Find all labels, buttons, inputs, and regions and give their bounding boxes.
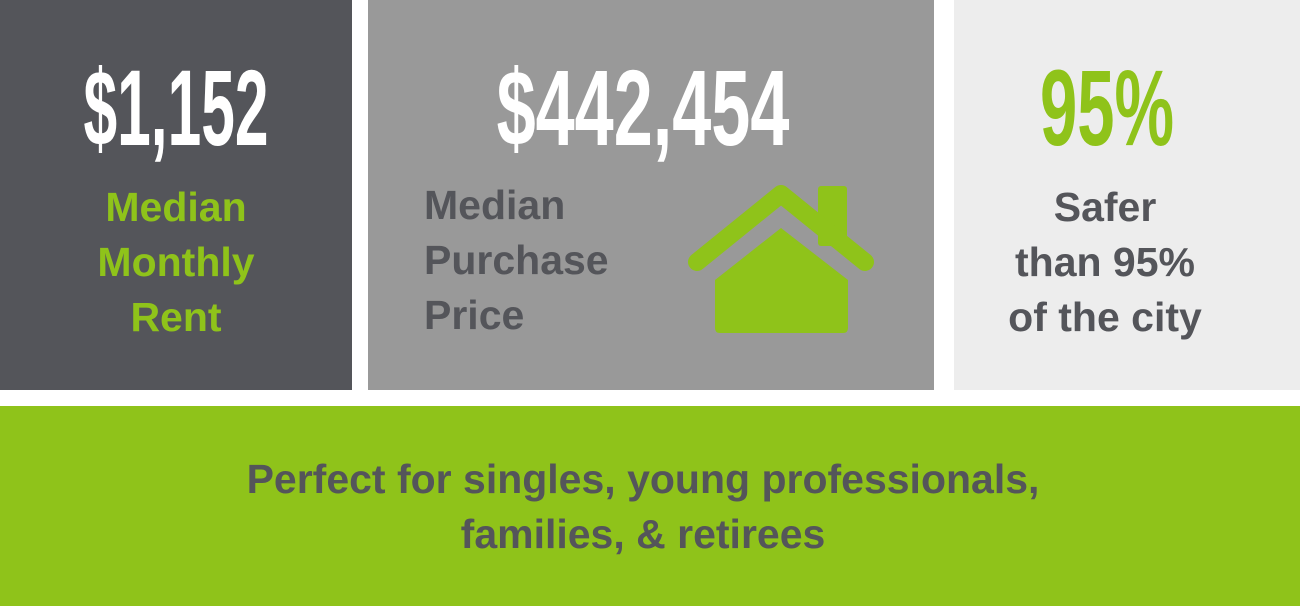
rent-value: $1,152 bbox=[83, 47, 269, 168]
label-line: Price bbox=[424, 292, 525, 338]
label-line: Monthly bbox=[97, 239, 255, 285]
tagline-line: families, & retirees bbox=[460, 511, 826, 557]
rent-label: Median Monthly Rent bbox=[0, 180, 352, 345]
tagline-line: Perfect for singles, young professionals… bbox=[246, 456, 1040, 502]
label-line: Safer bbox=[1053, 184, 1157, 230]
label-line: Median bbox=[424, 182, 566, 228]
safety-value: 95% bbox=[1039, 47, 1175, 168]
purchase-value: $442,454 bbox=[496, 47, 790, 168]
label-line: Median bbox=[105, 184, 247, 230]
tagline: Perfect for singles, young professionals… bbox=[0, 452, 1286, 562]
label-line: Purchase bbox=[424, 237, 609, 283]
safety-panel: 95% Safer than 95% of the city bbox=[954, 0, 1300, 390]
rent-panel: $1,152 Median Monthly Rent bbox=[0, 0, 352, 390]
safety-label: Safer than 95% of the city bbox=[932, 180, 1278, 345]
tagline-banner: Perfect for singles, young professionals… bbox=[0, 406, 1300, 606]
purchase-label: Median Purchase Price bbox=[424, 178, 609, 343]
label-line: than 95% bbox=[1015, 239, 1195, 285]
label-line: Rent bbox=[130, 294, 222, 340]
label-line: of the city bbox=[1008, 294, 1202, 340]
purchase-panel: $442,454 Median Purchase Price bbox=[368, 0, 934, 390]
house-icon bbox=[688, 185, 874, 333]
